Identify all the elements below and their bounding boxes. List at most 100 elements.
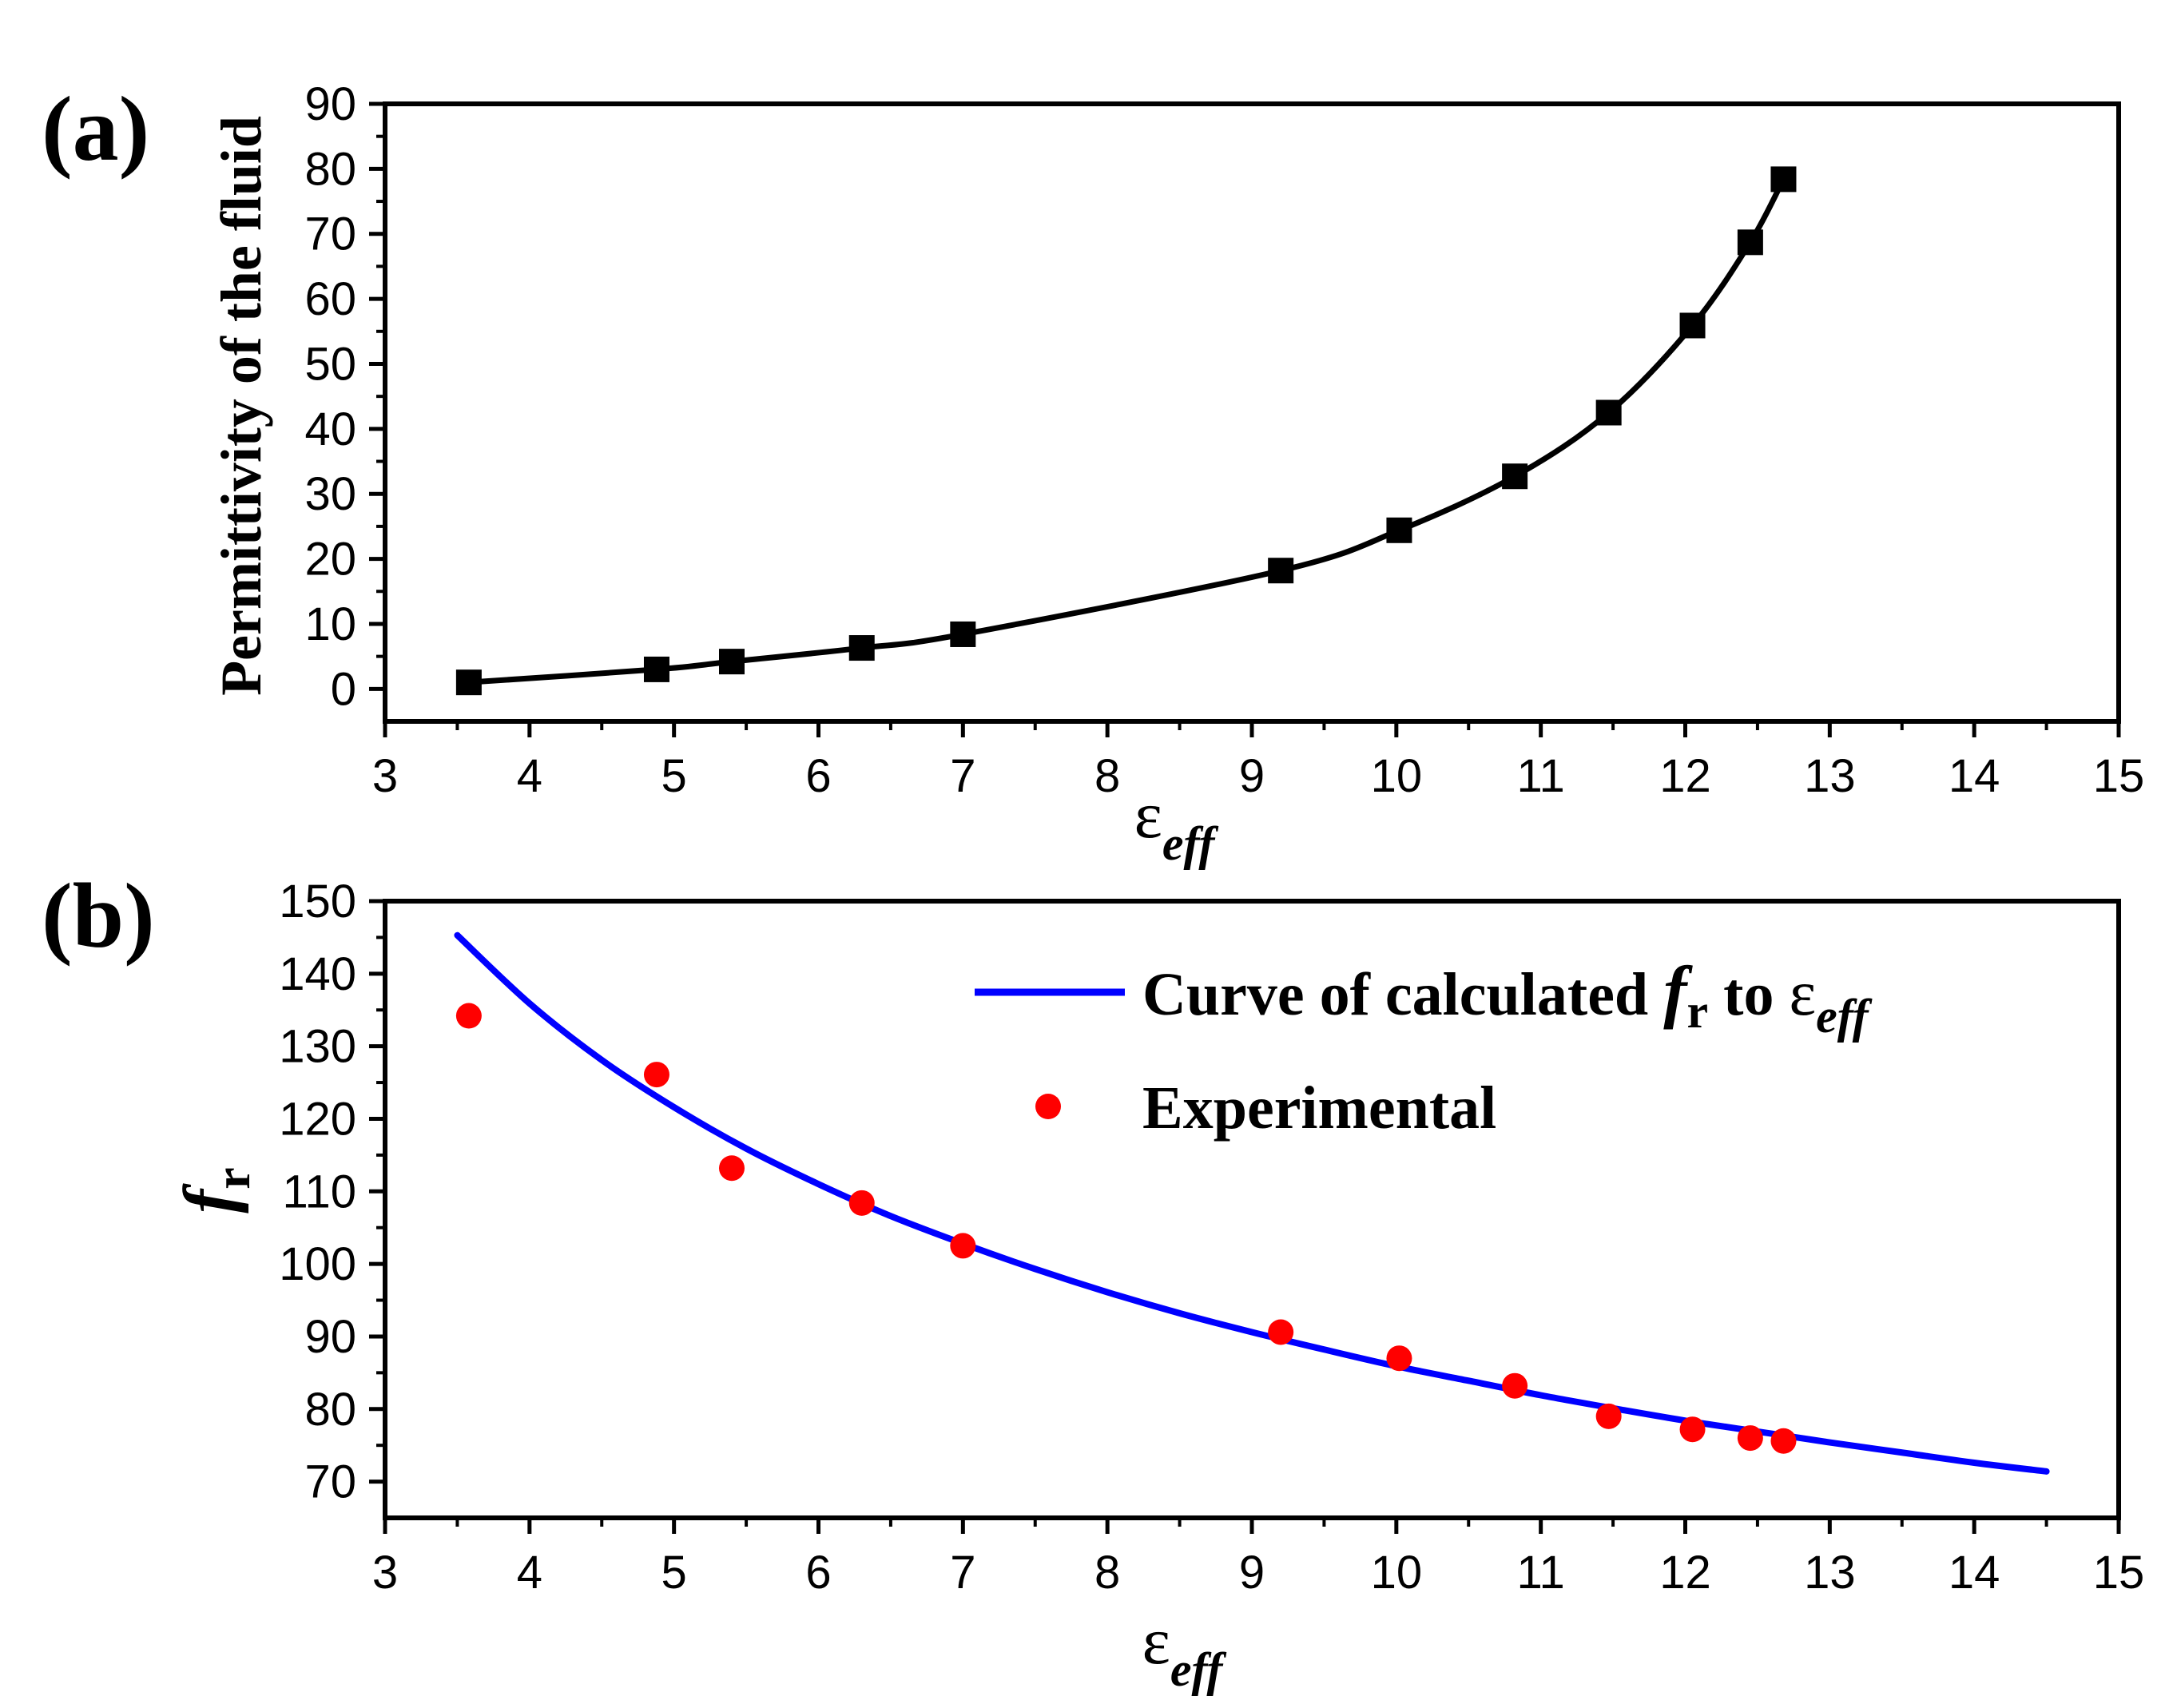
panel-b-x-tick-label: 15 xyxy=(2093,1547,2145,1599)
panel-b-x-tick-label: 12 xyxy=(1659,1547,1711,1599)
legend-part-3: to xyxy=(1708,961,1789,1028)
panel-b-x-tick-label: 5 xyxy=(661,1547,687,1599)
panel-b-label: (b) xyxy=(42,865,155,967)
panel-b-y-tick-label: 110 xyxy=(283,1166,356,1217)
panel-a: (a) 3 4 5 6 7 8 9 10 11 12 13 14 15 0 10 20 30 40 50 60 70 8… xyxy=(42,78,2144,870)
legend-part-4: ε xyxy=(1789,959,1816,1029)
panel-a-y-tick-label: 30 xyxy=(304,468,356,520)
permittivity-data-point xyxy=(950,621,976,647)
panel-b-x-tick-label: 10 xyxy=(1371,1547,1423,1599)
panel-a-x-tick-label: 5 xyxy=(661,750,687,802)
panel-a-x-tick-label: 9 xyxy=(1239,750,1265,802)
experimental-data-point xyxy=(1386,1345,1412,1372)
panel-a-x-tick-label: 4 xyxy=(517,750,542,802)
panel-a-y-tick-label: 80 xyxy=(304,143,356,195)
panel-b: (b) 3 4 5 6 7 8 9 10 11 12 13 14 15 70 80 90 100 110 120 1… xyxy=(42,865,2144,1696)
permittivity-data-point xyxy=(848,635,875,661)
legend-label-experimental: Experimental xyxy=(1142,1074,1496,1142)
panel-b-x-tick-label: 14 xyxy=(1949,1547,2000,1599)
panel-b-x-tick-label: 13 xyxy=(1804,1547,1856,1599)
panel-a-x-tick-label: 3 xyxy=(372,750,398,802)
permittivity-data-point xyxy=(1737,229,1763,256)
experimental-data-point xyxy=(848,1190,875,1216)
panel-b-x-tick-label: 9 xyxy=(1239,1547,1265,1599)
permittivity-data-point xyxy=(1268,558,1294,584)
panel-b-y-tick-label: 100 xyxy=(279,1238,356,1290)
panel-b-y-axis: 70 80 90 100 110 120 130 140 150 xyxy=(279,876,385,1508)
panel-a-x-tick-label: 13 xyxy=(1804,750,1856,802)
panel-a-x-tick-label: 10 xyxy=(1371,750,1423,802)
panel-a-y-tick-label: 70 xyxy=(304,209,356,260)
experimental-data-point xyxy=(455,1003,482,1029)
panel-a-plot-area xyxy=(455,166,1797,696)
panel-a-x-axis-title-symbol: ε xyxy=(1134,778,1162,852)
panel-a-y-tick-label: 10 xyxy=(304,598,356,650)
panel-b-x-tick-label: 4 xyxy=(517,1547,542,1599)
panel-b-x-tick-label: 3 xyxy=(372,1547,398,1599)
panel-a-plot-frame xyxy=(383,101,2121,724)
panel-a-x-axis: 3 4 5 6 7 8 9 10 11 12 13 14 15 xyxy=(372,721,2144,802)
panel-a-x-tick-label: 14 xyxy=(1949,750,2000,802)
panel-b-y-tick-label: 120 xyxy=(279,1093,356,1145)
permittivity-data-point xyxy=(455,669,482,696)
panel-a-y-tick-label: 50 xyxy=(304,338,356,390)
legend-part-5: eff xyxy=(1816,990,1873,1043)
panel-b-y-tick-label: 90 xyxy=(304,1311,356,1363)
permittivity-data-point xyxy=(719,649,745,675)
experimental-data-point xyxy=(1679,1416,1706,1443)
panel-a-x-tick-label: 15 xyxy=(2093,750,2145,802)
panel-a-x-tick-label: 6 xyxy=(805,750,831,802)
panel-a-x-tick-label: 11 xyxy=(1517,750,1565,802)
legend-part-0: Curve of calculated xyxy=(1142,961,1663,1028)
experimental-data-point xyxy=(950,1233,976,1259)
panel-a-x-tick-label: 7 xyxy=(950,750,975,802)
panel-b-y-axis-title: fr xyxy=(170,1167,260,1213)
panel-a-x-axis-title: εeff xyxy=(1134,778,1219,870)
panel-b-x-tick-label: 7 xyxy=(950,1547,975,1599)
panel-b-x-axis-title-symbol: ε xyxy=(1142,1604,1170,1678)
permittivity-series-line xyxy=(466,176,1786,685)
experimental-data-point xyxy=(1770,1428,1797,1454)
experimental-data-point xyxy=(1595,1403,1622,1429)
experimental-data-point xyxy=(719,1155,745,1182)
panel-a-y-tick-label: 40 xyxy=(304,403,356,455)
panel-a-y-tick-label: 20 xyxy=(304,534,356,586)
panel-b-y-axis-title-subscript: r xyxy=(206,1167,260,1190)
panel-a-y-tick-label: 90 xyxy=(304,78,356,130)
permittivity-data-point xyxy=(643,656,669,682)
panel-b-x-tick-label: 11 xyxy=(1517,1547,1565,1599)
panel-a-label: (a) xyxy=(42,78,149,181)
panel-a-y-tick-label: 0 xyxy=(331,663,356,715)
panel-b-y-tick-label: 70 xyxy=(304,1456,356,1508)
permittivity-data-point xyxy=(1595,399,1622,426)
permittivity-data-point xyxy=(1386,517,1412,543)
panel-a-y-axis: 0 10 20 30 40 50 60 70 80 90 xyxy=(304,78,385,715)
panel-b-x-axis-title-subscript: eff xyxy=(1170,1643,1227,1696)
panel-b-x-axis-title: εeff xyxy=(1142,1604,1227,1696)
panel-b-y-tick-label: 150 xyxy=(279,876,356,927)
panel-a-x-tick-label: 8 xyxy=(1094,750,1120,802)
permittivity-data-point xyxy=(1770,166,1797,193)
experimental-data-point xyxy=(1268,1319,1294,1345)
experimental-data-point xyxy=(1502,1372,1528,1399)
panel-b-y-tick-label: 130 xyxy=(279,1021,356,1073)
panel-a-x-tick-label: 12 xyxy=(1659,750,1711,802)
panel-a-y-tick-label: 60 xyxy=(304,273,356,325)
calculated-fr-curve xyxy=(454,931,2050,1475)
panel-b-plot-area xyxy=(454,931,2050,1475)
panel-b-legend: Curve of calculated fr to εeff Experimen… xyxy=(975,953,1873,1142)
legend-label-calculated: Curve of calculated fr to εeff xyxy=(1142,953,1873,1043)
panel-a-y-axis-title: Permittivity of the fluid xyxy=(209,116,273,696)
panel-a-x-axis-title-subscript: eff xyxy=(1162,817,1219,870)
permittivity-data-point xyxy=(1679,312,1706,339)
experimental-data-point xyxy=(1737,1425,1763,1452)
panel-b-y-tick-label: 80 xyxy=(304,1384,356,1436)
panel-b-x-tick-label: 6 xyxy=(805,1547,831,1599)
panel-b-y-tick-label: 140 xyxy=(279,948,356,1000)
legend-marker-experimental xyxy=(1035,1094,1061,1119)
experimental-data-point xyxy=(643,1062,669,1088)
panel-b-x-axis: 3 4 5 6 7 8 9 10 11 12 13 14 15 xyxy=(372,1518,2144,1599)
permittivity-data-point xyxy=(1502,463,1528,490)
panel-b-x-tick-label: 8 xyxy=(1094,1547,1120,1599)
